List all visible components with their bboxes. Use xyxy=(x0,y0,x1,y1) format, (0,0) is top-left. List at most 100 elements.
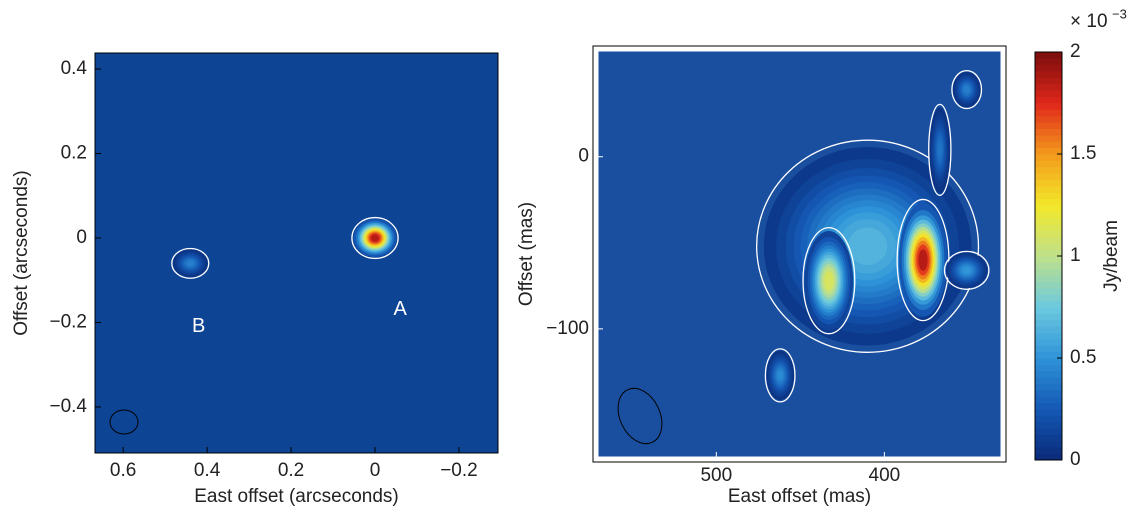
x-tick-label: 0.2 xyxy=(278,460,304,481)
source-level xyxy=(964,86,970,93)
colorbar-step xyxy=(1035,90,1062,98)
y-tick-label: 0.4 xyxy=(61,58,88,79)
x-tick-label: −0.2 xyxy=(440,460,478,481)
image-layer xyxy=(755,70,990,403)
y-axis-label: Offset (arcseconds) xyxy=(11,170,32,335)
colorbar-step xyxy=(1035,141,1062,149)
y-tick-label: 0 xyxy=(578,146,589,167)
colorbar-step xyxy=(1035,249,1062,257)
source-level xyxy=(962,266,971,274)
colorbar-step xyxy=(1035,262,1062,270)
colorbar-step xyxy=(1035,122,1062,129)
colorbar-step xyxy=(1035,166,1062,174)
plot-frame xyxy=(595,48,1004,460)
colorbar-label: Jy/beam xyxy=(1101,220,1122,292)
colorbar-step xyxy=(1035,313,1062,321)
source xyxy=(351,216,399,260)
colorbar-step xyxy=(1035,236,1062,244)
plot-frame xyxy=(94,52,499,454)
colorbar-step xyxy=(1035,370,1062,378)
colorbar-step xyxy=(1035,77,1062,85)
plot-outer-frame xyxy=(592,45,1007,463)
colorbar-step xyxy=(1035,83,1062,91)
colorbar-step xyxy=(1035,224,1062,231)
beam xyxy=(617,387,663,445)
colorbar-step xyxy=(1035,434,1062,442)
source xyxy=(896,198,950,322)
source-level xyxy=(918,249,928,271)
source xyxy=(928,103,952,196)
source xyxy=(943,250,990,290)
colorbar-step xyxy=(1035,103,1062,110)
colorbar-step xyxy=(1035,96,1062,104)
colorbar-step xyxy=(1035,389,1062,397)
source xyxy=(764,348,796,403)
y-tick-label: −100 xyxy=(546,318,589,339)
colorbar-step xyxy=(1035,173,1062,180)
colorbar-step xyxy=(1035,198,1062,206)
source xyxy=(171,247,210,279)
y-axis-label: Offset (mas) xyxy=(516,202,537,306)
colorbar-step xyxy=(1035,402,1062,410)
colorbar-step xyxy=(1035,134,1062,142)
beam xyxy=(109,409,139,435)
colorbar-step xyxy=(1035,185,1062,193)
source xyxy=(951,70,983,110)
colorbar-step xyxy=(1035,64,1062,72)
colorbar-step xyxy=(1035,192,1062,200)
source-level xyxy=(187,260,194,266)
colorbar-step xyxy=(1035,415,1062,423)
colorbar-step xyxy=(1035,243,1062,251)
colorbar-step xyxy=(1035,160,1062,168)
colorbar-step xyxy=(1035,396,1062,404)
colorbar-multiplier: × 10 xyxy=(1070,11,1108,32)
colorbar-tick-label: 0.5 xyxy=(1070,347,1096,368)
colorbar-step xyxy=(1035,351,1062,359)
y-tick-label: −0.2 xyxy=(49,311,87,332)
x-axis-label: East offset (mas) xyxy=(728,486,871,507)
colorbar-step xyxy=(1035,300,1062,308)
colorbar-tick-label: 1.5 xyxy=(1070,143,1096,164)
contour xyxy=(171,247,210,279)
colorbar-step xyxy=(1035,217,1062,225)
colorbar-tick-label: 2 xyxy=(1070,41,1081,62)
y-tick-label: −0.4 xyxy=(49,396,87,417)
colorbar-step xyxy=(1035,179,1062,187)
colorbar-step xyxy=(1035,447,1062,455)
source-level xyxy=(777,370,783,381)
colorbar-step xyxy=(1035,205,1062,212)
source-level xyxy=(370,234,380,242)
colorbar-step xyxy=(1035,268,1062,276)
x-tick-label: 400 xyxy=(869,465,901,486)
plot-background xyxy=(95,53,498,453)
colorbar-step xyxy=(1035,281,1062,289)
source-level xyxy=(847,227,888,266)
colorbar-step xyxy=(1035,440,1062,448)
colorbar-step xyxy=(1035,154,1062,161)
colorbar-step xyxy=(1035,338,1062,346)
colorbar-step xyxy=(1035,345,1062,353)
source-level xyxy=(824,271,834,291)
contour xyxy=(951,70,983,110)
image-layer xyxy=(171,216,399,279)
contour xyxy=(351,216,399,260)
x-tick-label: 0.6 xyxy=(110,460,136,481)
x-axis-label: East offset (arcseconds) xyxy=(194,486,399,507)
colorbar-step xyxy=(1035,428,1062,435)
colorbar-step xyxy=(1035,383,1062,391)
contour xyxy=(764,348,796,403)
colorbar-step xyxy=(1035,256,1062,263)
colorbar-step xyxy=(1035,71,1062,78)
contour xyxy=(755,139,980,353)
colorbar-step xyxy=(1035,421,1062,429)
colorbar-step xyxy=(1035,230,1062,238)
colorbar-exponent: −3 xyxy=(1112,6,1127,21)
colorbar-step xyxy=(1035,364,1062,372)
colorbar-tick-label: 0 xyxy=(1070,449,1081,470)
y-tick-label: 0.2 xyxy=(61,143,87,164)
contour xyxy=(943,250,990,290)
colorbar-step xyxy=(1035,58,1062,66)
x-tick-label: 0 xyxy=(370,460,381,481)
annotation: B xyxy=(192,315,205,337)
